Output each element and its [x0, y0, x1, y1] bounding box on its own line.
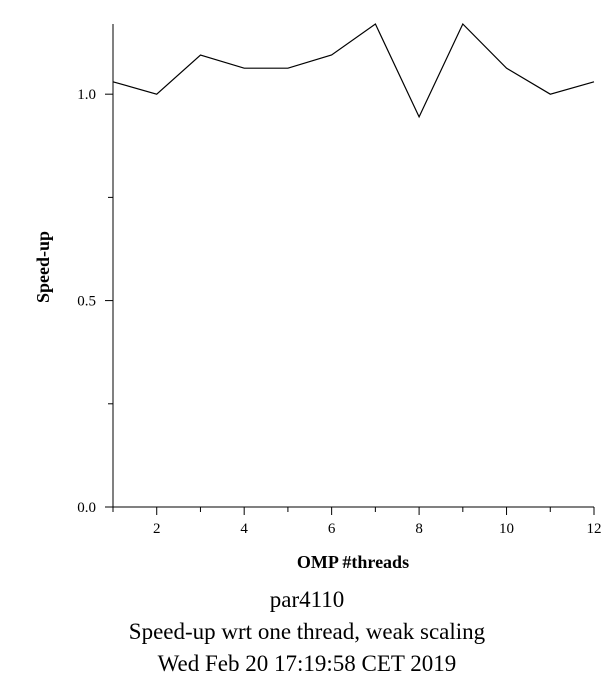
- y-tick-label: 0.5: [77, 294, 96, 310]
- x-tick-label: 2: [153, 521, 161, 537]
- caption-line-1: par4110: [269, 587, 345, 612]
- axes: [112, 24, 594, 508]
- x-axis-title: OMP #threads: [297, 552, 409, 572]
- speedup-chart: 0.0 0.5 1.0 2 4 6 8 10 12 OMP #threads Speed-up: [33, 22, 602, 572]
- x-tick-label: 6: [328, 521, 336, 537]
- caption-line-3: Wed Feb 20 17:19:58 CET 2019: [157, 651, 457, 676]
- x-tick-label: 4: [240, 521, 248, 537]
- ticks: 0.0 0.5 1.0 2 4 6 8 10 12: [77, 87, 601, 537]
- y-axis-title: Speed-up: [33, 231, 53, 303]
- x-tick-label: 12: [587, 521, 602, 537]
- series: [112, 22, 595, 119]
- x-tick-label: 10: [499, 521, 514, 537]
- y-tick-label: 1.0: [77, 87, 96, 103]
- caption-line-2: Speed-up wrt one thread, weak scaling: [128, 619, 486, 644]
- x-tick-label: 8: [415, 521, 423, 537]
- series-line-0: [112, 22, 595, 119]
- y-tick-label: 0.0: [77, 500, 96, 516]
